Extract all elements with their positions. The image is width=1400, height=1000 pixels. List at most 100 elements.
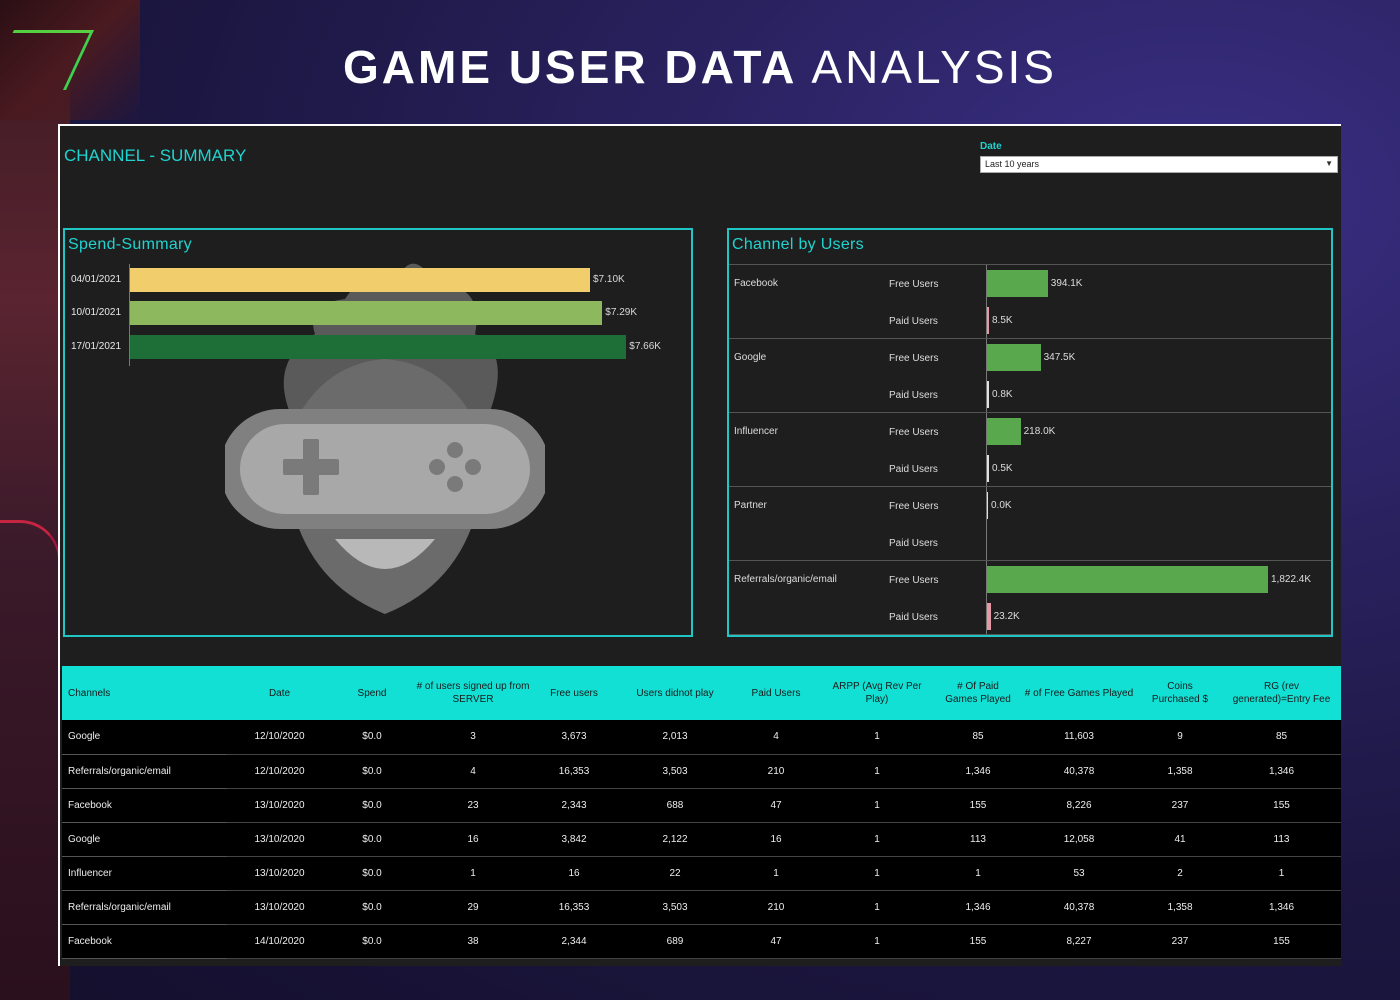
spend-summary-panel: Spend-Summary 04/01/2021 $7.10K 10/01/2021… (63, 228, 693, 637)
table-cell: 12,058 (1018, 822, 1140, 857)
page-title-bold: GAME USER DATA (343, 41, 796, 93)
channel-by-users-title: Channel by Users (732, 236, 864, 253)
table-cell: 155 (1220, 924, 1341, 959)
table-header-cell[interactable]: RG (rev generated)=Entry Fee (1232, 681, 1331, 705)
table-cell: 14/10/2020 (227, 924, 332, 959)
table-cell: 40,378 (1018, 890, 1140, 925)
table-cell: 12/10/2020 (227, 720, 332, 755)
table-header-cell[interactable]: Spend (357, 687, 387, 699)
table-header-cell[interactable]: Free users (550, 687, 598, 699)
channel-name: Influencer (734, 426, 778, 437)
channel-data-table: Channels Date Spend # of users signed up fr… (62, 666, 1341, 959)
table-header-cell[interactable]: Users didnot play (636, 687, 714, 699)
table-cell: 155 (1220, 788, 1341, 823)
table-row: Referrals/organic/email 13/10/2020 $0.0 29 1… (62, 890, 1341, 925)
table-row: Google 13/10/2020 $0.0 16 3,842 2,122 16 1 113 12… (62, 822, 1341, 857)
table-cell: 12/10/2020 (227, 754, 332, 789)
table-cell: Facebook (62, 924, 227, 959)
table-cell: Influencer (62, 856, 227, 891)
paid-users-label: Paid Users (889, 538, 938, 549)
table-cell: 41 (1140, 822, 1220, 857)
table-cell: 1 (816, 822, 938, 857)
table-cell: 9 (1140, 720, 1220, 755)
table-cell: 1,358 (1140, 754, 1220, 789)
table-cell: 1 (816, 754, 938, 789)
spend-axis (129, 264, 130, 366)
table-cell: $0.0 (332, 754, 412, 789)
table-cell: 8,227 (1018, 924, 1140, 959)
table-cell: 1 (816, 788, 938, 823)
table-cell: 8,226 (1018, 788, 1140, 823)
spend-bar-value: $7.66K (629, 340, 661, 352)
paid-users-bar (987, 455, 989, 482)
free-users-bar (987, 566, 1268, 593)
table-cell: 1,346 (938, 754, 1018, 789)
table-cell: 85 (1220, 720, 1341, 755)
spend-bar-label: 10/01/2021 (71, 307, 122, 319)
spend-summary-title: Spend-Summary (68, 236, 192, 253)
spend-bar-value: $7.29K (605, 307, 637, 319)
channel-axis (986, 487, 987, 561)
date-filter-select[interactable]: Last 10 years ▼ (980, 156, 1338, 173)
table-header-cell[interactable]: # Of Paid Games Played (945, 681, 1011, 705)
free-users-label: Free Users (889, 353, 939, 364)
table-body: Google 12/10/2020 $0.0 3 3,673 2,013 4 1 85 11,60… (62, 720, 1341, 959)
table-cell: 1 (938, 856, 1018, 891)
table-cell: 16,353 (534, 754, 614, 789)
dropdown-arrow-icon[interactable]: ▼ (1325, 159, 1333, 168)
spend-bar (130, 301, 603, 326)
table-row: Influencer 13/10/2020 $0.0 1 16 22 1 1 1 53 2 1 (62, 856, 1341, 891)
channel-axis (986, 413, 987, 487)
channel-row: Facebook Free Users Paid Users 394.1K 8.5K (729, 264, 1331, 339)
table-cell: 29 (412, 890, 534, 925)
table-cell: 16 (736, 822, 816, 857)
table-cell: 3,503 (614, 754, 736, 789)
table-row: Facebook 14/10/2020 $0.0 38 2,344 689 47 1 155 8,… (62, 924, 1341, 959)
table-cell: $0.0 (332, 822, 412, 857)
table-header-cell[interactable]: Channels (68, 687, 111, 699)
table-cell: $0.0 (332, 890, 412, 925)
spend-bar-label: 17/01/2021 (71, 340, 122, 352)
paid-users-bar (987, 381, 989, 408)
date-filter-value: Last 10 years (985, 159, 1040, 169)
free-users-value: 1,822.4K (1271, 574, 1312, 585)
table-header-cell[interactable]: # of users signed up from SERVER (416, 681, 530, 705)
paid-users-label: Paid Users (889, 316, 938, 327)
channel-by-users-panel: Channel by Users Facebook Free Users Paid … (727, 228, 1333, 637)
table-header-cell[interactable]: # of Free Games Played (1024, 687, 1134, 699)
table-header-cell[interactable]: Paid Users (751, 687, 801, 699)
table-header-cell[interactable]: Coins Purchased $ (1151, 681, 1209, 705)
paid-users-value: 0.5K (992, 463, 1013, 474)
table-cell: 1 (1220, 856, 1341, 891)
date-filter-label: Date (980, 141, 1002, 152)
table-cell: 2,344 (534, 924, 614, 959)
channel-axis (986, 561, 987, 635)
table-cell: 2,122 (614, 822, 736, 857)
table-cell: 2,013 (614, 720, 736, 755)
channel-name: Google (734, 352, 767, 363)
table-cell: $0.0 (332, 720, 412, 755)
table-header-cell[interactable]: Date (268, 687, 291, 699)
table-row: Google 12/10/2020 $0.0 3 3,673 2,013 4 1 85 11,60… (62, 720, 1341, 755)
table-cell: 689 (614, 924, 736, 959)
table-cell: 13/10/2020 (227, 788, 332, 823)
table-cell: 23 (412, 788, 534, 823)
table-cell: 4 (412, 754, 534, 789)
page-title: GAME USER DATA ANALYSIS (0, 40, 1400, 94)
channel-name: Partner (734, 500, 767, 511)
paid-users-label: Paid Users (889, 612, 938, 623)
table-header-cell[interactable]: ARPP (Avg Rev Per Play) (832, 681, 922, 705)
table-cell: Google (62, 822, 227, 857)
table-header-row: Channels Date Spend # of users signed up fr… (62, 666, 1341, 720)
table-row: Facebook 13/10/2020 $0.0 23 2,343 688 47 1 155 8,… (62, 788, 1341, 823)
table-cell: Referrals/organic/email (62, 754, 227, 789)
neon-mouse-decoration (0, 520, 60, 640)
free-users-label: Free Users (889, 575, 939, 586)
data-table: Channels Date Spend # of users signed up fr… (62, 666, 1341, 959)
table-cell: 210 (736, 754, 816, 789)
table-cell: 1 (816, 890, 938, 925)
table-cell: 2,343 (534, 788, 614, 823)
table-cell: 13/10/2020 (227, 856, 332, 891)
free-users-label: Free Users (889, 501, 939, 512)
channel-axis (986, 339, 987, 413)
